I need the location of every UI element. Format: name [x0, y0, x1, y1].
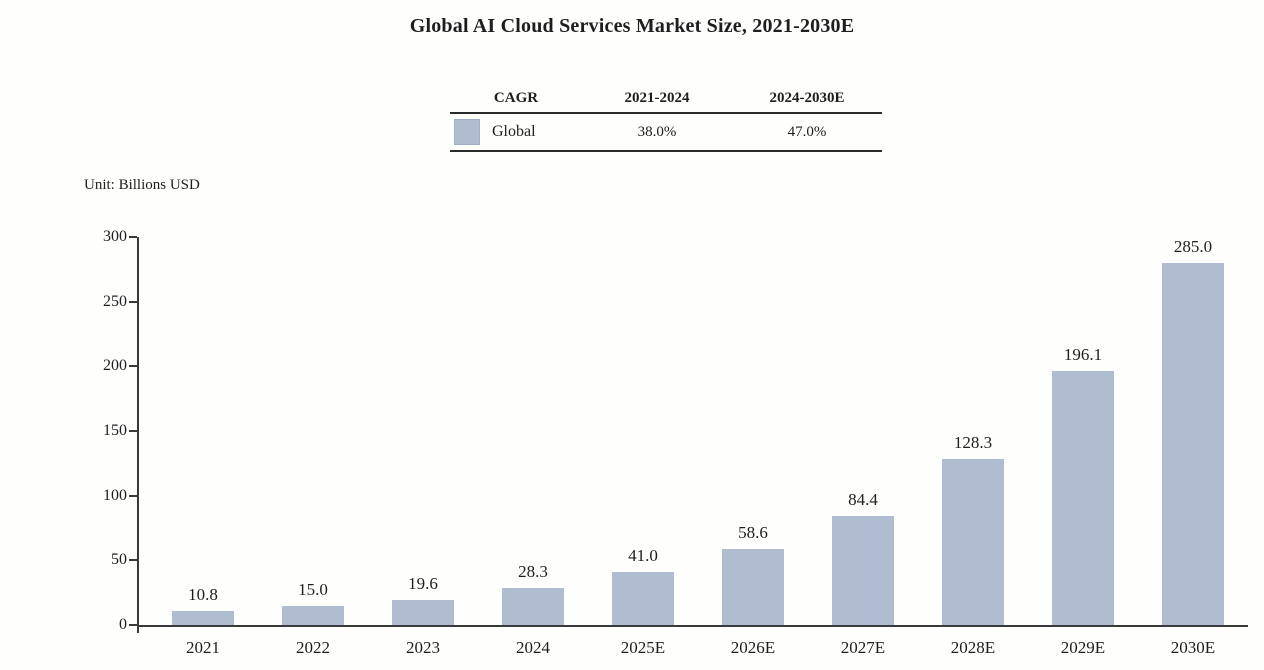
bar-column: 285.0 2030E	[1138, 237, 1248, 657]
y-tick-label: 0	[119, 616, 127, 633]
x-axis-label: 2027E	[840, 638, 886, 657]
bar	[1162, 263, 1224, 625]
bar-column: 84.4 2027E	[808, 237, 918, 657]
x-axis-label: 2030E	[1170, 638, 1216, 657]
x-axis-label: 2021	[186, 638, 220, 657]
period-2021-2024-header-cell: 2021-2024	[624, 89, 690, 106]
y-axis-unit-label: Unit: Billions USD	[84, 177, 200, 193]
y-tick-mark	[129, 236, 137, 238]
period-2024-2030e-header-cell: 2024-2030E	[769, 89, 845, 106]
y-tick-label: 300	[103, 228, 127, 245]
x-axis-label: 2026E	[730, 638, 776, 657]
legend-cell: Global	[450, 114, 582, 150]
cagr-2024-2030e-value: 47.0%	[787, 123, 827, 140]
bar-value-label: 196.1	[1063, 345, 1103, 365]
x-axis-label: 2023	[406, 638, 440, 657]
bar-value-label: 28.3	[518, 562, 548, 582]
bar-column: 28.3 2024	[478, 237, 588, 657]
y-tick-mark	[129, 559, 137, 561]
bar-column: 41.0 2025E	[588, 237, 698, 657]
bar	[392, 599, 454, 625]
bar	[1052, 371, 1114, 625]
bar-value-label: 19.6	[408, 573, 438, 593]
plot-area: 10.8 2021 15.0 2022 19.6 2023 28.3 2024 41.0 2025…	[103, 228, 1248, 657]
bar-value-label: 10.8	[188, 585, 218, 604]
x-axis-label: 2028E	[950, 638, 996, 657]
y-tick-label: 250	[103, 293, 127, 310]
bar-value-label: 41.0	[628, 546, 658, 565]
bar-value-label: 84.4	[848, 489, 878, 509]
bar	[942, 459, 1004, 625]
y-tick-mark	[129, 301, 137, 303]
y-tick-mark	[129, 495, 137, 497]
cagr-table-data-row: Global 38.0% 47.0%	[450, 114, 882, 152]
cagr-table: CAGR 2021-2024 2024-2030E Global 38.0% 4…	[450, 84, 882, 152]
global-series-swatch-icon	[454, 119, 480, 145]
bar-value-label: 58.6	[738, 523, 768, 543]
x-axis-label: 2024	[516, 638, 550, 657]
y-axis-foot-tick	[137, 625, 139, 633]
x-axis-label: 2022	[296, 638, 330, 657]
bar	[172, 611, 234, 625]
y-tick-label: 200	[103, 357, 127, 374]
x-axis-label: 2025E	[620, 638, 666, 657]
bar-column: 19.6 2023	[368, 237, 478, 657]
y-tick-label: 150	[103, 422, 127, 439]
bar-value-label: 15.0	[298, 579, 328, 599]
bar	[502, 588, 564, 625]
bar-column: 58.6 2026E	[698, 237, 808, 657]
chart-title: Global AI Cloud Services Market Size, 20…	[409, 15, 855, 37]
y-tick-label: 100	[103, 487, 127, 504]
bar-value-label: 285.0	[1173, 237, 1213, 256]
y-tick-mark	[129, 624, 137, 626]
bar	[612, 572, 674, 625]
y-tick-mark	[129, 430, 137, 432]
bar-column: 128.3 2028E	[918, 237, 1028, 657]
cagr-table-header-row: CAGR 2021-2024 2024-2030E	[450, 84, 882, 114]
y-tick-mark	[129, 365, 137, 367]
bars-container: 10.8 2021 15.0 2022 19.6 2023 28.3 2024 41.0 2025…	[148, 237, 1248, 657]
bar-value-label: 128.3	[953, 433, 993, 453]
bar-column: 196.1 2029E	[1028, 237, 1138, 657]
series-label: Global	[492, 123, 536, 140]
bar-column: 10.8 2021	[148, 237, 258, 657]
bar	[832, 515, 894, 625]
bar-column: 15.0 2022	[258, 237, 368, 657]
cagr-header-cell: CAGR	[493, 89, 539, 106]
x-axis-label: 2029E	[1060, 638, 1106, 657]
y-tick-label: 50	[111, 551, 127, 568]
cagr-2021-2024-value: 38.0%	[637, 123, 677, 140]
bar	[722, 549, 784, 625]
bar	[282, 605, 344, 625]
